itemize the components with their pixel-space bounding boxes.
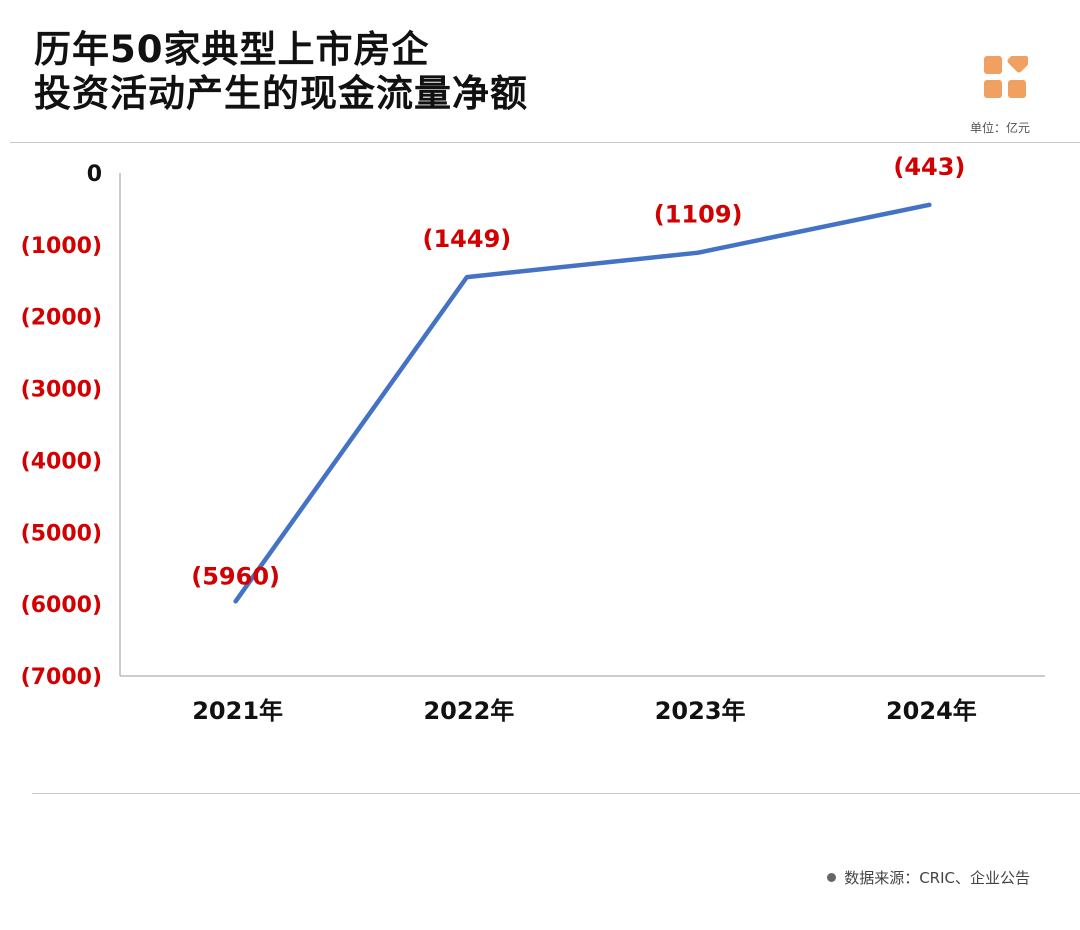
- x-axis-ticks: 2021年 2022年 2023年 2024年: [192, 697, 977, 725]
- y-tick-label: (2000): [21, 306, 102, 331]
- y-tick-label: (3000): [21, 378, 102, 403]
- y-tick-label: (7000): [21, 665, 102, 690]
- unit-label: 单位：亿元: [969, 121, 1030, 135]
- title-line-2: 投资活动产生的现金流量净额: [34, 72, 528, 115]
- top-divider: [10, 142, 1080, 143]
- x-tick-label: 2023年: [655, 697, 746, 725]
- chart-title: 历年50家典型上市房企 投资活动产生的现金流量净额: [34, 28, 528, 116]
- data-labels: (5960) (1449) (1109) (443): [191, 153, 965, 590]
- bullet-dot-icon: [827, 873, 837, 882]
- y-tick-label: (6000): [21, 593, 102, 618]
- y-tick-label: (5000): [21, 521, 102, 546]
- data-label: (5960): [191, 562, 280, 590]
- x-tick-label: 2024年: [886, 697, 977, 725]
- source-note: 数据来源：CRIC、企业公告: [827, 867, 1030, 888]
- bottom-divider: [32, 793, 1080, 794]
- data-label: (1449): [423, 225, 512, 253]
- y-tick-label: (4000): [21, 449, 102, 474]
- data-label: (1109): [654, 201, 743, 229]
- y-tick-label: 0: [87, 162, 102, 187]
- series-line: [233, 202, 932, 604]
- line-chart: 0 (1000) (2000) (3000) (4000) (5000) (6000) (70…: [21, 153, 1045, 725]
- y-axis-ticks: 0 (1000) (2000) (3000) (4000) (5000) (6000) (70…: [21, 162, 102, 690]
- series-group: [233, 202, 932, 604]
- chart-axes: [119, 173, 1045, 677]
- title-line-1: 历年50家典型上市房企: [34, 28, 430, 71]
- x-tick-label: 2022年: [423, 697, 514, 725]
- orange-blocks-logo-icon: [984, 56, 1028, 98]
- y-tick-label: (1000): [21, 234, 102, 259]
- source-text: 数据来源：CRIC、企业公告: [844, 869, 1030, 887]
- x-tick-label: 2021年: [192, 697, 283, 725]
- data-label: (443): [893, 153, 965, 181]
